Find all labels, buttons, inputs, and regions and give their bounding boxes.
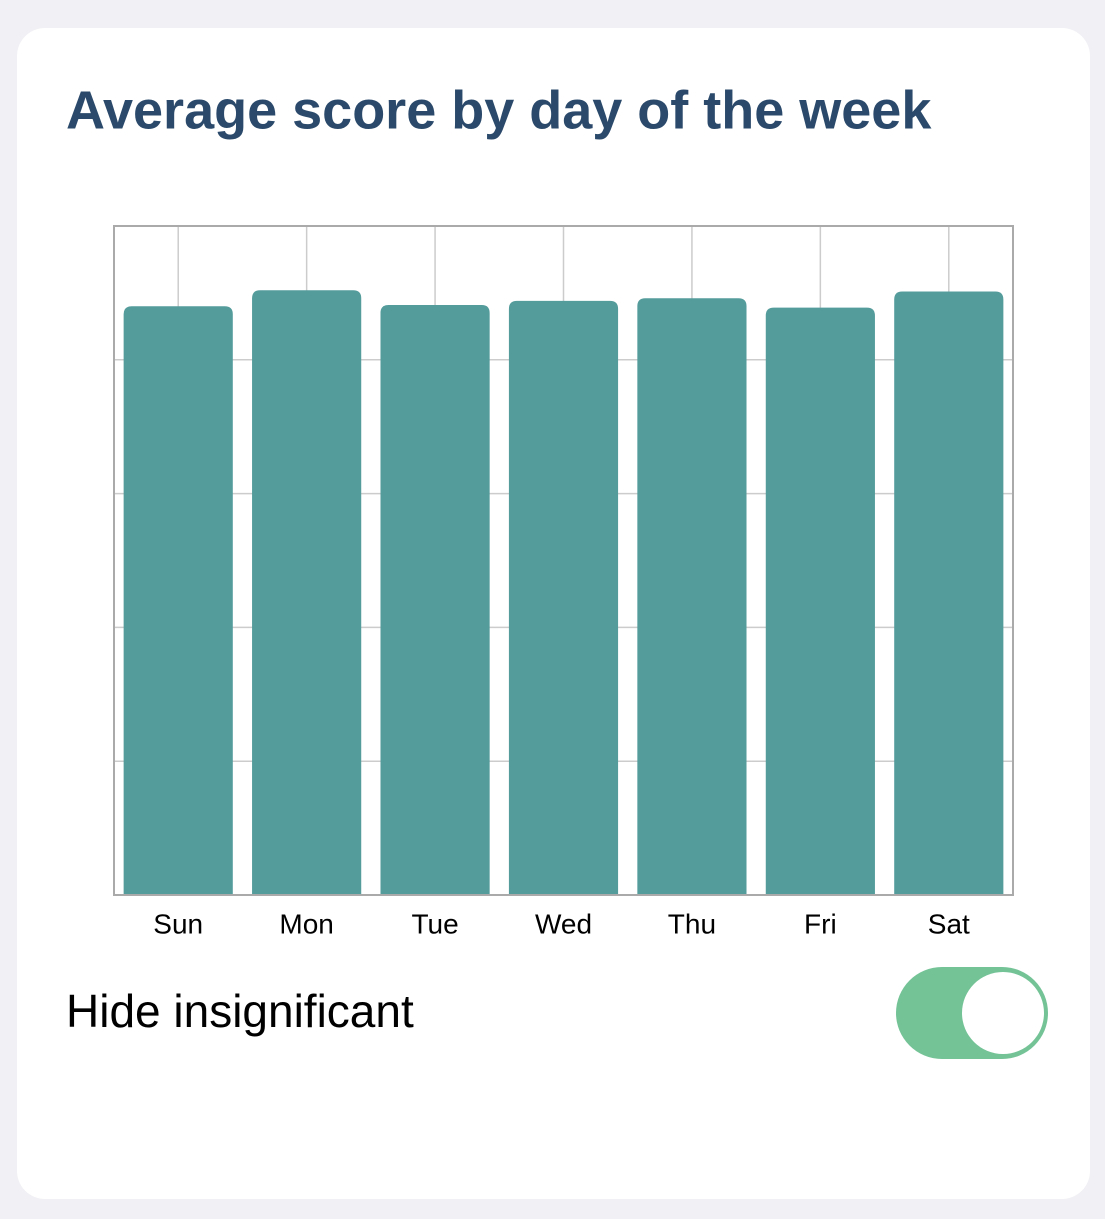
bar [637,298,747,895]
x-tick-label: Sun [153,908,203,939]
bar [380,304,490,895]
x-tick-label: Thu [668,908,716,939]
plot-area [114,225,1013,896]
plot-border [113,225,1014,896]
x-tick-label: Tue [411,908,458,939]
x-tick-label: Mon [279,908,333,939]
chart-title: Average score by day of the week [66,80,932,140]
bar [508,300,619,896]
x-tick-label: Wed [535,908,592,939]
x-tick-label: Fri [804,908,837,939]
toggle-row: Hide insignificant [66,967,1048,1059]
toggle-knob [962,972,1044,1054]
bar [894,291,1004,895]
bar [123,306,233,895]
x-tick-label: Sat [928,908,970,939]
toggle-label: Hide insignificant [66,985,414,1037]
bar [252,290,362,895]
bar [765,307,875,895]
